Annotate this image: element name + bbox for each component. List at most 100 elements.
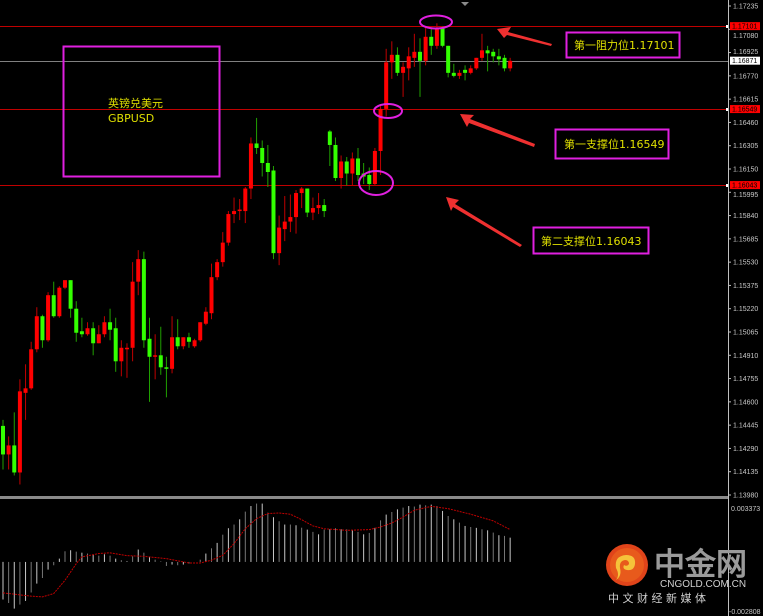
candle: [327, 129, 332, 166]
candle-body: [113, 328, 118, 362]
candle-body: [508, 60, 513, 69]
candle: [479, 33, 484, 61]
chart-shift-marker-icon[interactable]: [461, 2, 469, 6]
candle-body: [68, 280, 73, 309]
candle: [491, 48, 496, 63]
candle-body: [220, 242, 225, 263]
axis-tick-label: 1.16150: [733, 167, 758, 174]
candle: [316, 193, 321, 215]
candle: [79, 317, 84, 338]
candle: [356, 147, 361, 182]
candle: [423, 26, 428, 66]
candle: [248, 137, 253, 200]
candle: [344, 156, 349, 186]
candle: [446, 45, 451, 78]
candle-body: [277, 227, 282, 254]
candle-body: [434, 27, 439, 46]
candle-body: [294, 193, 299, 218]
symbol-cn-label: 英镑兑美元: [108, 96, 163, 110]
candle: [130, 262, 135, 362]
candle: [220, 232, 225, 267]
candle: [23, 364, 28, 420]
candle-body: [147, 338, 152, 357]
current-price-tag-text: 1.16871: [732, 58, 757, 65]
level-handle-2: [726, 184, 729, 187]
candle-body: [389, 54, 394, 63]
candle-body: [215, 262, 220, 278]
axis-tick-label: 1.16460: [733, 120, 758, 127]
candle: [226, 211, 231, 246]
level-handle-0: [726, 25, 729, 28]
candle: [74, 301, 79, 342]
candle: [147, 317, 152, 402]
candle: [1, 419, 5, 470]
candle: [46, 292, 51, 342]
level-price-tag-text: 1.16043: [732, 183, 757, 190]
candle-body: [85, 328, 90, 335]
candle-body: [288, 217, 293, 222]
symbol-box: [62, 45, 221, 178]
candle: [175, 319, 180, 350]
arrow-icon: [446, 197, 522, 247]
candle-body: [237, 209, 242, 212]
candle: [153, 334, 158, 380]
candle: [299, 187, 304, 209]
support-2-highlight-ellipse: [358, 170, 394, 196]
candle: [265, 144, 270, 188]
candle-body: [463, 69, 468, 73]
candle: [372, 147, 377, 186]
candle: [412, 33, 417, 67]
candle-body: [96, 334, 101, 344]
candle: [271, 165, 276, 260]
candle: [440, 26, 445, 48]
candle-body: [479, 50, 484, 58]
level-price-tag-text: 1.17101: [732, 24, 757, 31]
candle: [485, 45, 490, 72]
axis-tick-label: 1.14910: [733, 353, 758, 360]
candle: [468, 65, 473, 75]
candle: [474, 57, 479, 70]
axis-tick-label: 1.15530: [733, 260, 758, 267]
candle-body: [446, 45, 451, 73]
candle: [198, 322, 203, 342]
support-1-label: 第一支撑位1.16549: [564, 137, 665, 151]
candle-body: [468, 68, 473, 73]
axis-tick-label: 1.15685: [733, 236, 758, 243]
candle: [158, 326, 163, 375]
axis-tick-label: 1.15375: [733, 283, 758, 290]
candle: [237, 199, 242, 221]
candle-body: [305, 188, 310, 213]
candle: [6, 436, 11, 470]
candle: [34, 307, 39, 353]
candle: [164, 356, 169, 398]
candle: [68, 280, 73, 318]
candle: [457, 69, 462, 79]
candle: [401, 62, 406, 97]
current-price-tag: [730, 56, 760, 65]
candle-body: [440, 27, 445, 46]
macd-signal-line: [2, 505, 511, 598]
candle-body: [339, 161, 344, 179]
candle: [29, 341, 34, 390]
arrow-icon: [497, 27, 552, 46]
logo-slogan: 中 文 财 经 新 媒 体: [608, 591, 706, 605]
cngold-logo: 中金网 CNGOLD.COM.CN 中 文 财 经 新 媒 体: [606, 544, 747, 605]
candle-body: [367, 175, 372, 185]
cloud-swirl-icon: [615, 555, 636, 580]
candle-body: [153, 355, 158, 357]
candle-body: [226, 214, 231, 243]
candle: [451, 63, 456, 78]
candle-body: [46, 295, 51, 341]
candle-body: [265, 162, 270, 173]
candle: [294, 190, 299, 234]
level-handle-1: [726, 108, 729, 111]
axis-tick-label: 1.17235: [733, 4, 758, 11]
axis-tick-label: 1.14755: [733, 376, 758, 383]
panel-separator[interactable]: [0, 496, 729, 499]
candle-body: [502, 57, 507, 69]
candle-body: [316, 205, 321, 209]
candle-body: [412, 51, 417, 58]
candle-body: [260, 147, 265, 163]
candle: [12, 412, 17, 476]
macd-bottom-label: -0.002808: [729, 609, 761, 616]
